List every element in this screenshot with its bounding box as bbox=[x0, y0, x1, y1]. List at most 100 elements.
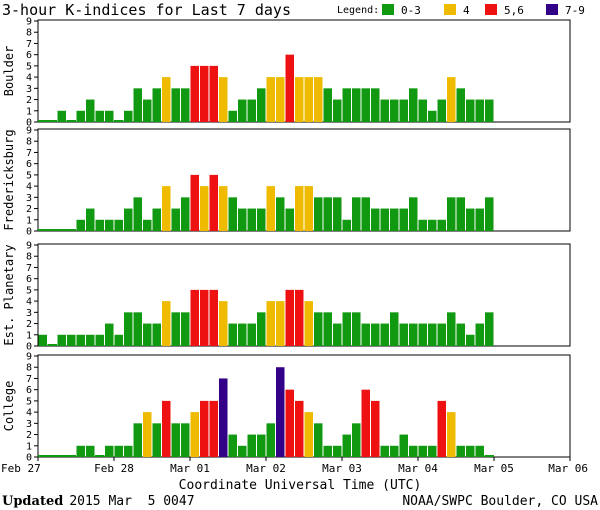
k-bar bbox=[285, 389, 294, 457]
k-bar bbox=[456, 88, 465, 122]
legend-item-5-6: 5,6 bbox=[504, 4, 524, 17]
k-bar bbox=[333, 323, 342, 346]
k-bar bbox=[219, 77, 228, 122]
k-bar bbox=[57, 334, 66, 346]
k-bar bbox=[124, 208, 133, 231]
k-bar bbox=[475, 208, 484, 231]
k-bar bbox=[209, 174, 218, 231]
k-bar bbox=[428, 219, 437, 231]
panel-label: Est. Planetary bbox=[2, 244, 16, 345]
k-bar bbox=[257, 208, 266, 231]
k-bar bbox=[352, 312, 361, 346]
k-bar bbox=[437, 219, 446, 231]
k-bar bbox=[485, 312, 494, 346]
y-tick-label: 3 bbox=[26, 308, 32, 319]
k-bar-zero bbox=[66, 229, 76, 231]
legend-item-0-3: 0-3 bbox=[401, 4, 421, 17]
k-bar bbox=[124, 312, 133, 346]
k-bar bbox=[418, 219, 427, 231]
footer-source: NOAA/SWPC Boulder, CO USA bbox=[402, 494, 598, 509]
k-bar bbox=[475, 323, 484, 346]
x-tick-label: Feb 27 bbox=[1, 462, 41, 475]
k-bar bbox=[371, 88, 380, 122]
k-bar bbox=[295, 289, 304, 346]
k-bar bbox=[105, 110, 114, 122]
k-bar bbox=[143, 323, 152, 346]
k-bar bbox=[219, 301, 228, 346]
k-bar-zero bbox=[47, 344, 57, 346]
k-bar bbox=[257, 434, 266, 457]
k-bar bbox=[352, 423, 361, 457]
k-bar bbox=[456, 323, 465, 346]
k-bar bbox=[238, 445, 247, 457]
x-tick-label: Mar 02 bbox=[246, 462, 286, 475]
y-tick-label: 5 bbox=[26, 396, 32, 407]
k-bar bbox=[114, 334, 123, 346]
panel-label: Boulder bbox=[2, 46, 16, 97]
k-bar bbox=[361, 88, 370, 122]
k-bar-zero bbox=[57, 455, 67, 457]
k-bar bbox=[418, 445, 427, 457]
k-bar bbox=[380, 99, 389, 122]
x-tick-label: Mar 01 bbox=[170, 462, 210, 475]
k-bar bbox=[143, 219, 152, 231]
k-bar bbox=[114, 219, 123, 231]
legend-swatch-4 bbox=[444, 4, 456, 15]
k-bar-zero bbox=[38, 229, 48, 231]
k-bar bbox=[152, 208, 161, 231]
k-bar bbox=[466, 445, 475, 457]
k-bar bbox=[390, 445, 399, 457]
k-bar bbox=[238, 323, 247, 346]
k-bar bbox=[162, 400, 171, 457]
k-bar bbox=[447, 312, 456, 346]
k-bar-zero bbox=[38, 120, 48, 122]
y-tick-label: 4 bbox=[26, 297, 32, 308]
k-bar bbox=[247, 208, 256, 231]
legend-item-4: 4 bbox=[463, 4, 470, 17]
k-bar bbox=[114, 445, 123, 457]
k-bar bbox=[485, 197, 494, 231]
k-bar bbox=[219, 186, 228, 231]
k-bar bbox=[152, 88, 161, 122]
k-bar bbox=[295, 186, 304, 231]
y-tick-label: 8 bbox=[26, 363, 32, 374]
k-bar bbox=[409, 323, 418, 346]
k-bar bbox=[67, 334, 76, 346]
k-bar bbox=[304, 186, 313, 231]
k-bar bbox=[428, 110, 437, 122]
k-bar bbox=[200, 289, 209, 346]
k-bar bbox=[399, 323, 408, 346]
k-bar bbox=[371, 208, 380, 231]
y-tick-label: 5 bbox=[26, 170, 32, 181]
k-bar bbox=[295, 400, 304, 457]
y-tick-label: 9 bbox=[26, 241, 32, 252]
k-bar bbox=[152, 423, 161, 457]
k-bar bbox=[323, 197, 332, 231]
k-bar bbox=[447, 412, 456, 457]
y-tick-label: 0 bbox=[26, 118, 32, 129]
k-bar bbox=[399, 434, 408, 457]
y-tick-label: 1 bbox=[26, 106, 32, 117]
k-bar bbox=[314, 77, 323, 122]
k-bar bbox=[466, 99, 475, 122]
k-bar bbox=[437, 400, 446, 457]
k-bar bbox=[209, 400, 218, 457]
k-bar bbox=[276, 197, 285, 231]
k-bar bbox=[342, 312, 351, 346]
k-bar bbox=[133, 312, 142, 346]
k-bar bbox=[390, 208, 399, 231]
k-bar bbox=[399, 208, 408, 231]
k-bar bbox=[409, 197, 418, 231]
k-bar bbox=[209, 289, 218, 346]
k-bar bbox=[285, 208, 294, 231]
y-tick-label: 3 bbox=[26, 419, 32, 430]
k-bar bbox=[352, 88, 361, 122]
y-tick-label: 8 bbox=[26, 252, 32, 263]
k-bar bbox=[238, 99, 247, 122]
k-bar bbox=[76, 219, 85, 231]
k-bar bbox=[342, 88, 351, 122]
k-bar bbox=[466, 208, 475, 231]
k-bar-zero bbox=[47, 229, 57, 231]
